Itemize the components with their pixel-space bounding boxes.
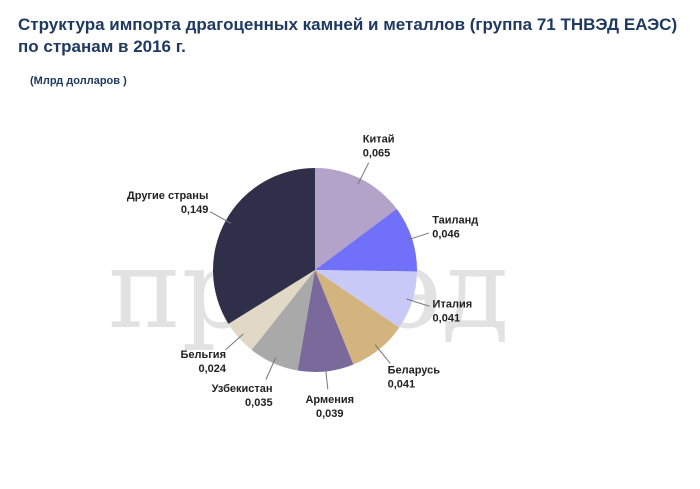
pie-slice	[213, 168, 315, 324]
leader-line	[209, 211, 232, 224]
chart-title: Структура импорта драгоценных камней и м…	[18, 15, 678, 56]
slice-value: 0,065	[363, 148, 391, 160]
leader-line	[357, 162, 370, 185]
slice-value: 0,041	[388, 378, 416, 390]
pie-slice	[315, 168, 397, 270]
pie-slice	[297, 270, 354, 372]
slice-label: Бельгия	[180, 349, 226, 361]
slice-label: Китай	[363, 134, 395, 146]
chart-subtitle: (Млрд долларов )	[30, 75, 127, 87]
slice-value: 0,046	[432, 228, 460, 240]
slice-value: 0,041	[433, 313, 461, 325]
leader-line	[265, 357, 277, 380]
pie-slice	[251, 270, 315, 371]
leader-line	[374, 344, 391, 364]
pie-slice	[315, 270, 400, 365]
leader-line	[324, 365, 329, 390]
pie-slice	[228, 270, 315, 350]
leader-line	[406, 232, 430, 241]
slice-label: Беларусь	[388, 364, 441, 376]
leader-line	[406, 298, 430, 307]
slice-label: Армения	[305, 394, 354, 406]
leader-line	[225, 333, 244, 351]
slice-label: Италия	[433, 299, 473, 311]
slice-value: 0,039	[316, 408, 344, 420]
slice-value: 0,035	[245, 397, 273, 409]
slice-value: 0,024	[198, 363, 226, 375]
slice-label: Другие страны	[127, 190, 208, 202]
slice-label: Таиланд	[432, 214, 478, 226]
slice-label: Узбекистан	[212, 383, 273, 395]
slice-value: 0,149	[181, 204, 209, 216]
pie-slice	[315, 208, 417, 272]
pie-slice	[315, 270, 417, 328]
